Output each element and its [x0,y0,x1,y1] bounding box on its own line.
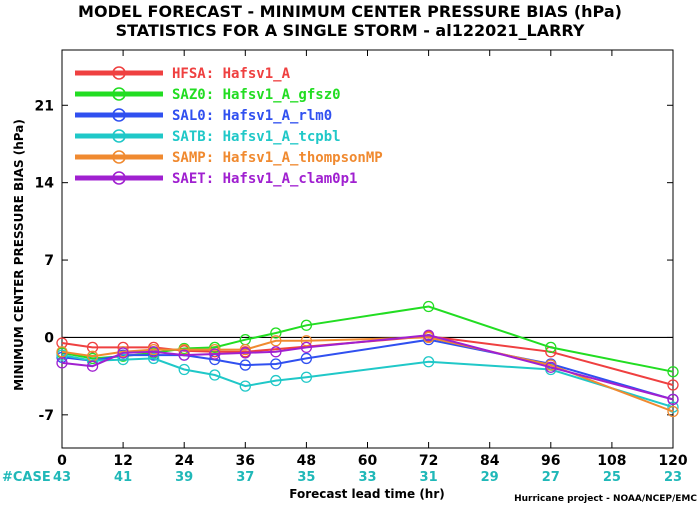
legend-swatch-marker [112,108,126,122]
data-point [117,347,129,359]
x-tick-label: 84 [480,453,500,469]
legend-swatch-marker [112,150,126,164]
case-count: 25 [603,470,621,485]
chart-subtitle: STATISTICS FOR A SINGLE STORM - al122021… [116,21,585,40]
x-tick-label: 60 [358,453,378,469]
legend-label: SAET: Hafsv1_A_clam0p1 [172,171,357,187]
case-count: 37 [236,470,254,485]
data-point [209,369,221,381]
series-group [56,330,679,391]
y-tick-label: 21 [35,98,54,114]
x-axis-label: Forecast lead time (hr) [289,487,445,501]
data-point [209,348,221,360]
y-axis-label: MINIMUM CENTER PRESSURE BIAS (hPa) [12,119,26,391]
legend-swatch-marker [112,66,126,80]
legend-swatch-marker [112,87,126,101]
data-point [239,359,251,371]
data-point [147,352,160,365]
data-point [56,357,68,369]
x-tick-label: 48 [297,453,316,469]
case-count: 33 [358,470,376,485]
credit-text: Hurricane project - NOAA/NCEP/EMC [514,494,697,504]
data-point [667,401,679,413]
data-point [239,343,251,356]
data-point [270,346,282,358]
legend-label: SATB: Hafsv1_A_tcpbl [172,129,341,145]
y-tick-label: -7 [38,408,54,424]
x-tick-label: 36 [236,453,255,469]
series-group [56,349,679,413]
case-count: 39 [175,470,193,485]
x-tick-label: 108 [597,453,626,469]
x-tick-label: 12 [113,453,132,469]
legend-label: SAMP: Hafsv1_A_thompsonMP [172,150,383,166]
legend: HFSA: Hafsv1_A SAZ0: Hafsv1_A_gfsz0 SAL0: … [75,66,383,187]
legend-label: HFSA: Hafsv1_A [172,66,291,82]
data-point [86,341,99,354]
data-point [300,319,313,331]
data-point [117,353,129,366]
data-point [270,335,282,347]
data-point [667,379,679,391]
data-point [270,327,282,339]
data-point [545,341,557,354]
series-group [56,329,679,406]
data-point [545,361,557,373]
data-point [270,358,282,370]
data-point [56,349,68,361]
data-point [422,356,435,368]
case-count: 31 [420,470,438,485]
plot-area: -707142104312412439363748356033723184299… [35,49,688,485]
x-tick-label: 120 [658,453,687,469]
data-point [300,352,313,365]
data-point [239,380,251,392]
case-count: 23 [664,470,682,485]
x-tick-label: 72 [419,453,438,469]
data-point [422,329,435,341]
case-count: 27 [542,470,560,485]
data-point [300,341,313,354]
data-point [667,393,679,406]
legend-swatch-marker [112,129,126,143]
case-count: 41 [114,470,132,485]
chart-title: MODEL FORECAST - MINIMUM CENTER PRESSURE… [78,2,622,21]
data-point [86,360,99,372]
data-point [667,405,679,418]
data-point [147,346,160,358]
data-point [56,346,68,358]
y-tick-label: 14 [35,176,55,192]
series-line [61,335,674,386]
data-point [667,366,679,378]
y-tick-label: 7 [44,253,54,269]
case-count: 43 [53,470,71,485]
data-point [422,300,435,313]
data-point [239,347,251,359]
legend-label: SAL0: Hafsv1_A_rlm0 [172,108,332,124]
x-tick-label: 96 [541,453,560,469]
data-point [178,363,190,376]
y-tick-label: 0 [44,330,54,346]
case-label: #CASE [2,470,51,485]
x-tick-label: 24 [174,453,194,469]
data-point [300,335,313,347]
legend-label: SAZ0: Hafsv1_A_gfsz0 [172,87,341,103]
case-count: 35 [297,470,315,485]
x-tick-label: 0 [57,453,67,469]
data-point [270,374,282,387]
case-count: 29 [481,470,499,485]
plot-frame [61,49,674,449]
data-point [178,349,190,361]
legend-swatch-marker [112,171,126,185]
data-point [300,371,313,383]
